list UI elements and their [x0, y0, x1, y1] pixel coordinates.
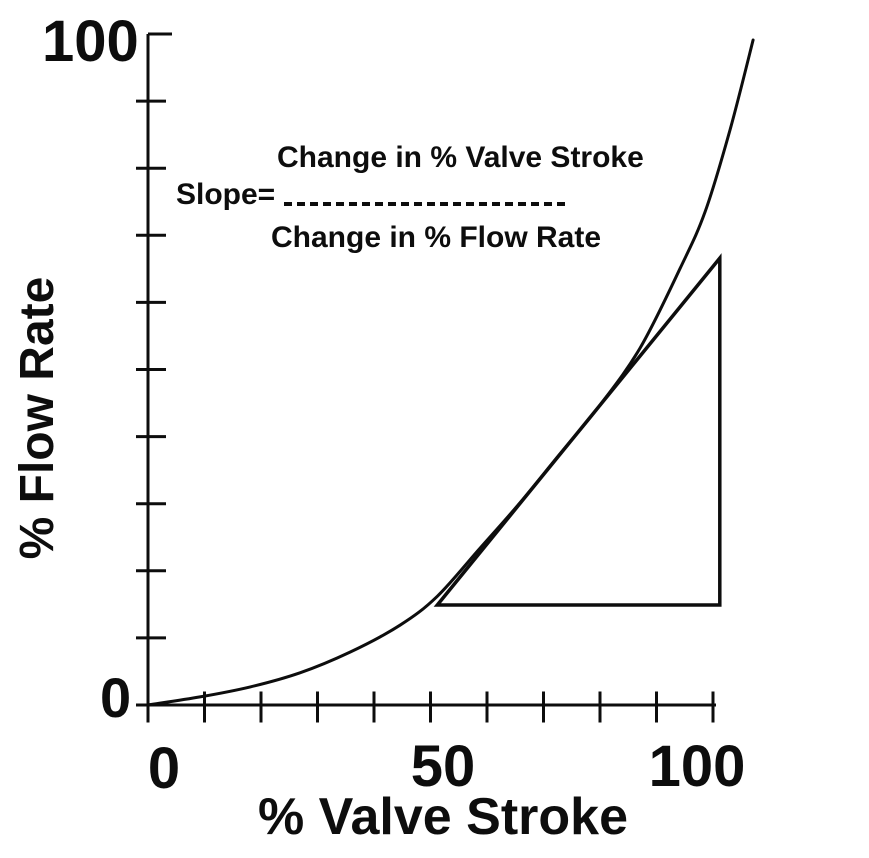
- slope-triangle: [433, 253, 722, 607]
- y-axis-zero-tick-label: 0: [100, 666, 132, 729]
- y-axis-max-tick-label: 100: [42, 9, 139, 74]
- x-axis-ticks: [146, 691, 715, 723]
- fraction-denominator: Change in % Flow Rate: [271, 221, 602, 254]
- x-axis-mid-tick-label: 50: [410, 734, 476, 799]
- x-axis-zero-tick-label: 0: [147, 736, 181, 801]
- fraction-numerator: Change in % Valve Stroke: [277, 141, 644, 174]
- slope-label: Slope=: [176, 178, 276, 211]
- y-axis-title: % Flow Rate: [11, 276, 64, 560]
- y-axis-ticks: [136, 32, 172, 707]
- x-axis-max-tick-label: 100: [648, 734, 746, 799]
- x-axis-title: % Valve Stroke: [258, 788, 628, 846]
